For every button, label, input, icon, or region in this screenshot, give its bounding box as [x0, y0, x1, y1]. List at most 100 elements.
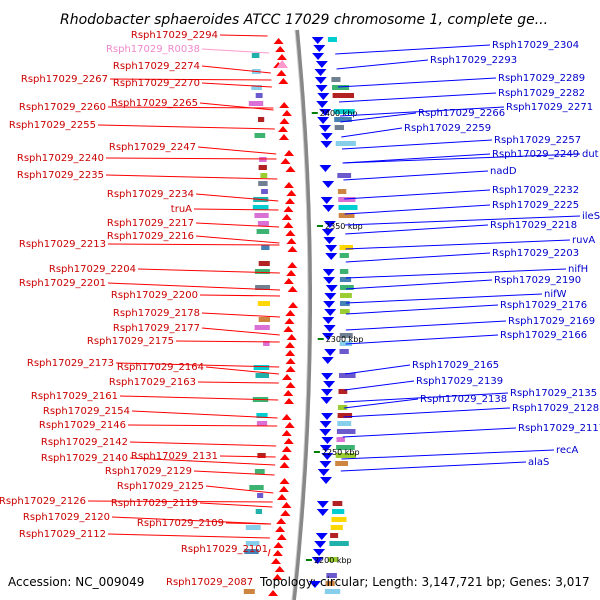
gene-label-left[interactable]: Rsph17029_2204 [49, 264, 136, 275]
plus-strand-arrow [281, 110, 292, 116]
gene-label-right[interactable]: recA [556, 445, 579, 456]
gene-label-left[interactable]: Rsph17029_2131 [131, 451, 218, 462]
plus-strand-arrow [285, 366, 296, 372]
gene-label-left[interactable]: Rsph17029_2216 [107, 231, 194, 242]
gene-label-right[interactable]: Rsph17029_2135 [510, 388, 597, 399]
feature-block [339, 333, 353, 338]
gene-label-right[interactable]: dut [582, 149, 599, 160]
gene-label-right[interactable]: Rsph17029_2203 [492, 248, 579, 259]
feature-block [336, 445, 355, 450]
feature-block [254, 213, 269, 218]
minus-strand-arrow [322, 317, 335, 324]
feature-block [252, 205, 269, 210]
gene-label-left[interactable]: Rsph17029_2119 [111, 498, 198, 509]
plus-strand-arrow [276, 70, 287, 76]
gene-label-right[interactable]: Rsph17029_2271 [506, 102, 593, 113]
gene-label-left[interactable]: Rsph17029_2178 [113, 308, 200, 319]
gene-label-right[interactable]: nifW [544, 289, 567, 300]
gene-label-right[interactable]: Rsph17029_2293 [430, 55, 517, 66]
label-leader [344, 380, 415, 391]
gene-label-left[interactable]: Rsph17029_R0038 [106, 44, 200, 55]
plus-strand-arrow [279, 102, 290, 108]
gene-label-left[interactable]: Rsph17029_2163 [109, 377, 196, 388]
gene-label-left[interactable]: Rsph17029_2217 [107, 218, 194, 229]
gene-label-left[interactable]: Rsph17029_2140 [41, 453, 128, 464]
gene-label-left[interactable]: Rsph17029_2294 [131, 30, 218, 41]
gene-label-right[interactable]: Rsph17029_2165 [412, 360, 499, 371]
gene-label-right[interactable]: Rsph17029_2169 [508, 316, 595, 327]
gene-label-left[interactable]: Rsph17029_2260 [19, 102, 106, 113]
gene-label-right[interactable]: ileS [582, 211, 600, 222]
gene-label-right[interactable]: Rsph17029_2139 [416, 376, 503, 387]
gene-label-left[interactable]: Rsph17029_2101 [181, 544, 268, 555]
gene-label-right[interactable]: Rsph17029_2257 [494, 135, 581, 146]
gene-label-left[interactable]: Rsph17029_2213 [19, 239, 106, 250]
gene-label-left[interactable]: truA [171, 204, 192, 215]
gene-label-right[interactable]: Rsph17029_2128 [512, 403, 599, 414]
gene-label-left[interactable]: Rsph17029_2274 [113, 61, 200, 72]
gene-label-left[interactable]: Rsph17029_2267 [21, 74, 108, 85]
label-leader [195, 193, 279, 202]
gene-label-right[interactable]: ruvA [572, 235, 595, 246]
gene-label-left[interactable]: Rsph17029_2270 [113, 78, 200, 89]
gene-label-right[interactable]: Rsph17029_2289 [498, 73, 585, 84]
gene-label-left[interactable]: Rsph17029_2265 [111, 98, 198, 109]
gene-label-right[interactable]: Rsph17029_2282 [498, 88, 585, 99]
plus-strand-arrow [275, 526, 286, 532]
gene-label-left[interactable]: Rsph17029_2129 [105, 466, 192, 477]
gene-label-right[interactable]: nadD [490, 166, 517, 177]
gene-label-left[interactable]: Rsph17029_2175 [87, 336, 174, 347]
feature-block [260, 173, 268, 178]
gene-label-right[interactable]: nifH [568, 264, 588, 275]
gene-label-left[interactable]: Rsph17029_2234 [107, 189, 194, 200]
gene-label-right[interactable]: Rsph17029_2249 [492, 149, 579, 160]
label-leader [341, 139, 493, 150]
label-leader [225, 522, 272, 525]
gene-label-right[interactable]: Rsph17029_2266 [418, 108, 505, 119]
feature-block [337, 189, 347, 194]
gene-label-right[interactable]: Rsph17029_2232 [492, 185, 579, 196]
feature-block [258, 117, 265, 122]
gene-label-left[interactable]: Rsph17029_2161 [31, 391, 118, 402]
feature-block [254, 133, 266, 138]
gene-label-left[interactable]: Rsph17029_2112 [19, 529, 106, 540]
label-leader [199, 102, 274, 111]
gene-label-right[interactable]: Rsph17029_2138 [420, 394, 507, 405]
minus-strand-arrow [313, 45, 326, 52]
gene-label-right[interactable]: Rsph17029_2259 [404, 123, 491, 134]
scale-tick-label: 2200 kbp [314, 556, 352, 565]
gene-label-left[interactable]: Rsph17029_2109 [137, 518, 224, 529]
gene-label-right[interactable]: Rsph17029_2190 [494, 275, 581, 286]
gene-label-left[interactable]: Rsph17029_2173 [27, 358, 114, 369]
plus-strand-arrow [284, 318, 295, 324]
gene-label-left[interactable]: Rsph17029_2125 [117, 481, 204, 492]
gene-label-left[interactable]: Rsph17029_2154 [43, 406, 130, 417]
gene-label-right[interactable]: Rsph17029_2166 [500, 330, 587, 341]
gene-label-right[interactable]: Rsph17029_2176 [500, 300, 587, 311]
gene-label-left[interactable]: Rsph17029_2177 [113, 323, 200, 334]
rna-feature [276, 60, 289, 68]
label-leader [343, 398, 419, 409]
gene-label-left[interactable]: Rsph17029_2142 [41, 437, 128, 448]
gene-label-left[interactable]: Rsph17029_2235 [17, 170, 104, 181]
gene-label-left[interactable]: Rsph17029_2240 [17, 153, 104, 164]
footer-gene-label[interactable]: Rsph17029_2087 [166, 577, 253, 588]
feature-block [257, 493, 264, 498]
gene-label-left[interactable]: Rsph17029_2120 [23, 512, 110, 523]
gene-label-right[interactable]: Rsph17029_2304 [492, 40, 579, 51]
gene-label-left[interactable]: Rsph17029_2247 [109, 142, 196, 153]
gene-label-right[interactable]: Rsph17029_2117 [518, 423, 600, 434]
feature-block [340, 285, 354, 290]
gene-label-left[interactable]: Rsph17029_2146 [39, 420, 126, 431]
gene-label-left[interactable]: Rsph17029_2126 [0, 496, 86, 507]
feature-block [254, 269, 270, 274]
gene-label-right[interactable]: Rsph17029_2218 [490, 220, 577, 231]
gene-label-right[interactable]: Rsph17029_2225 [492, 200, 579, 211]
gene-label-right[interactable]: alaS [528, 457, 549, 468]
gene-label-left[interactable]: Rsph17029_2164 [117, 362, 204, 373]
gene-label-left[interactable]: Rsph17029_2201 [19, 278, 106, 289]
gene-label-left[interactable]: Rsph17029_2255 [9, 120, 96, 131]
map-title: Rhodobacter sphaeroides ATCC 17029 chrom… [60, 12, 548, 28]
minus-strand-arrow [325, 285, 338, 292]
gene-label-left[interactable]: Rsph17029_2200 [111, 290, 198, 301]
